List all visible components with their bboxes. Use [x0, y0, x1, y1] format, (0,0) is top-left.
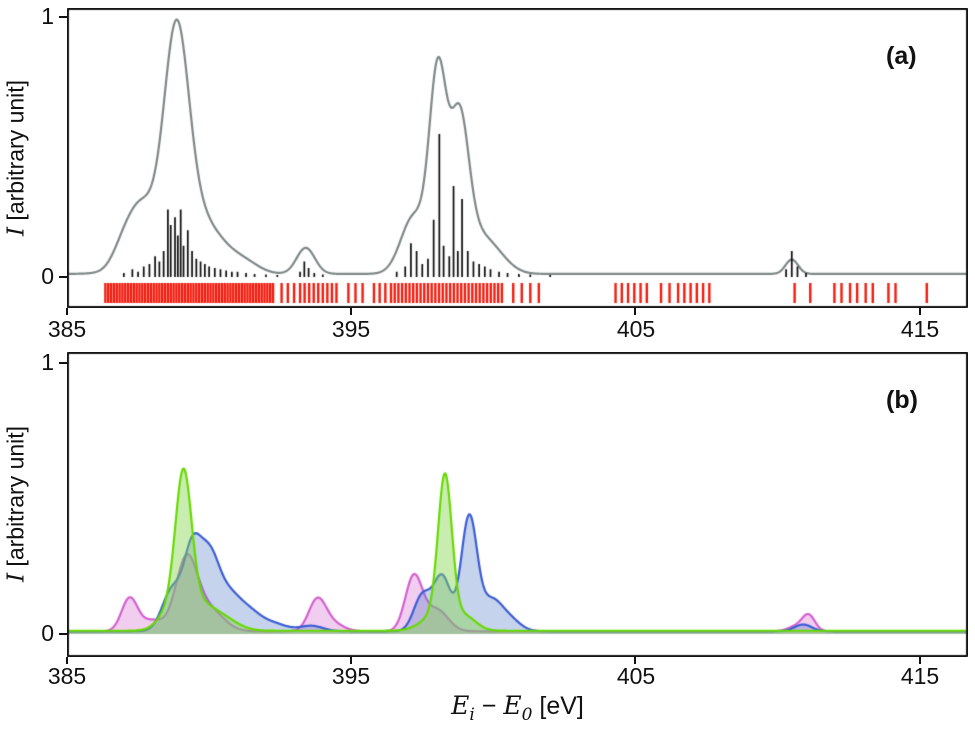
x-tick-mark — [634, 657, 637, 664]
panel-a-y-axis-title: I [arbitrary unit] — [3, 80, 30, 236]
x-axis-subscript-i: i — [469, 705, 475, 725]
panel-a-ytick-1: 1 — [41, 3, 54, 29]
panel-b-label: (b) — [886, 386, 918, 414]
y-axis-unit: [arbitrary unit] — [2, 425, 29, 573]
x-tick-mark — [918, 308, 921, 315]
panel-b-ytick-0: 0 — [41, 620, 54, 646]
panel-b-xtick-395: 395 — [331, 663, 371, 689]
y-tick-mark — [59, 362, 67, 364]
y-axis-variable: I — [3, 226, 30, 237]
panel-b-plot-canvas — [67, 352, 968, 657]
y-tick-mark — [59, 633, 67, 635]
x-axis-unit: [eV] — [532, 692, 584, 720]
panel-b-xtick-415: 415 — [900, 663, 940, 689]
x-axis-minus: − — [474, 692, 504, 720]
panel-b-xtick-385: 385 — [47, 663, 87, 689]
panel-a-xtick-395: 395 — [331, 316, 371, 342]
x-axis-variable-E0: E — [503, 691, 522, 720]
panel-b-y-axis-title: I [arbitrary unit] — [3, 426, 30, 582]
panel-a-label: (a) — [886, 42, 917, 70]
x-tick-mark — [350, 657, 353, 664]
panel-a-xtick-415: 415 — [900, 316, 940, 342]
y-axis-variable: I — [3, 572, 30, 583]
x-tick-mark — [66, 308, 68, 315]
x-axis-subscript-0: 0 — [521, 705, 533, 725]
panel-a-ytick-0: 0 — [41, 263, 54, 289]
panel-b-ytick-1: 1 — [41, 349, 54, 375]
y-axis-unit: [arbitrary unit] — [2, 79, 29, 227]
panel-b-xtick-405: 405 — [616, 663, 656, 689]
x-tick-mark — [918, 657, 921, 664]
y-tick-mark — [59, 276, 67, 278]
x-axis-variable-Ei: E — [451, 691, 470, 720]
x-tick-mark — [634, 308, 637, 315]
panel-a-xtick-385: 385 — [47, 316, 87, 342]
x-tick-mark — [66, 657, 68, 664]
panel-a-plot-canvas — [67, 8, 968, 308]
x-tick-mark — [350, 308, 353, 315]
panel-a-xtick-405: 405 — [616, 316, 656, 342]
y-tick-mark — [59, 16, 67, 18]
x-axis-title: Ei − E0 [eV] — [67, 691, 968, 725]
